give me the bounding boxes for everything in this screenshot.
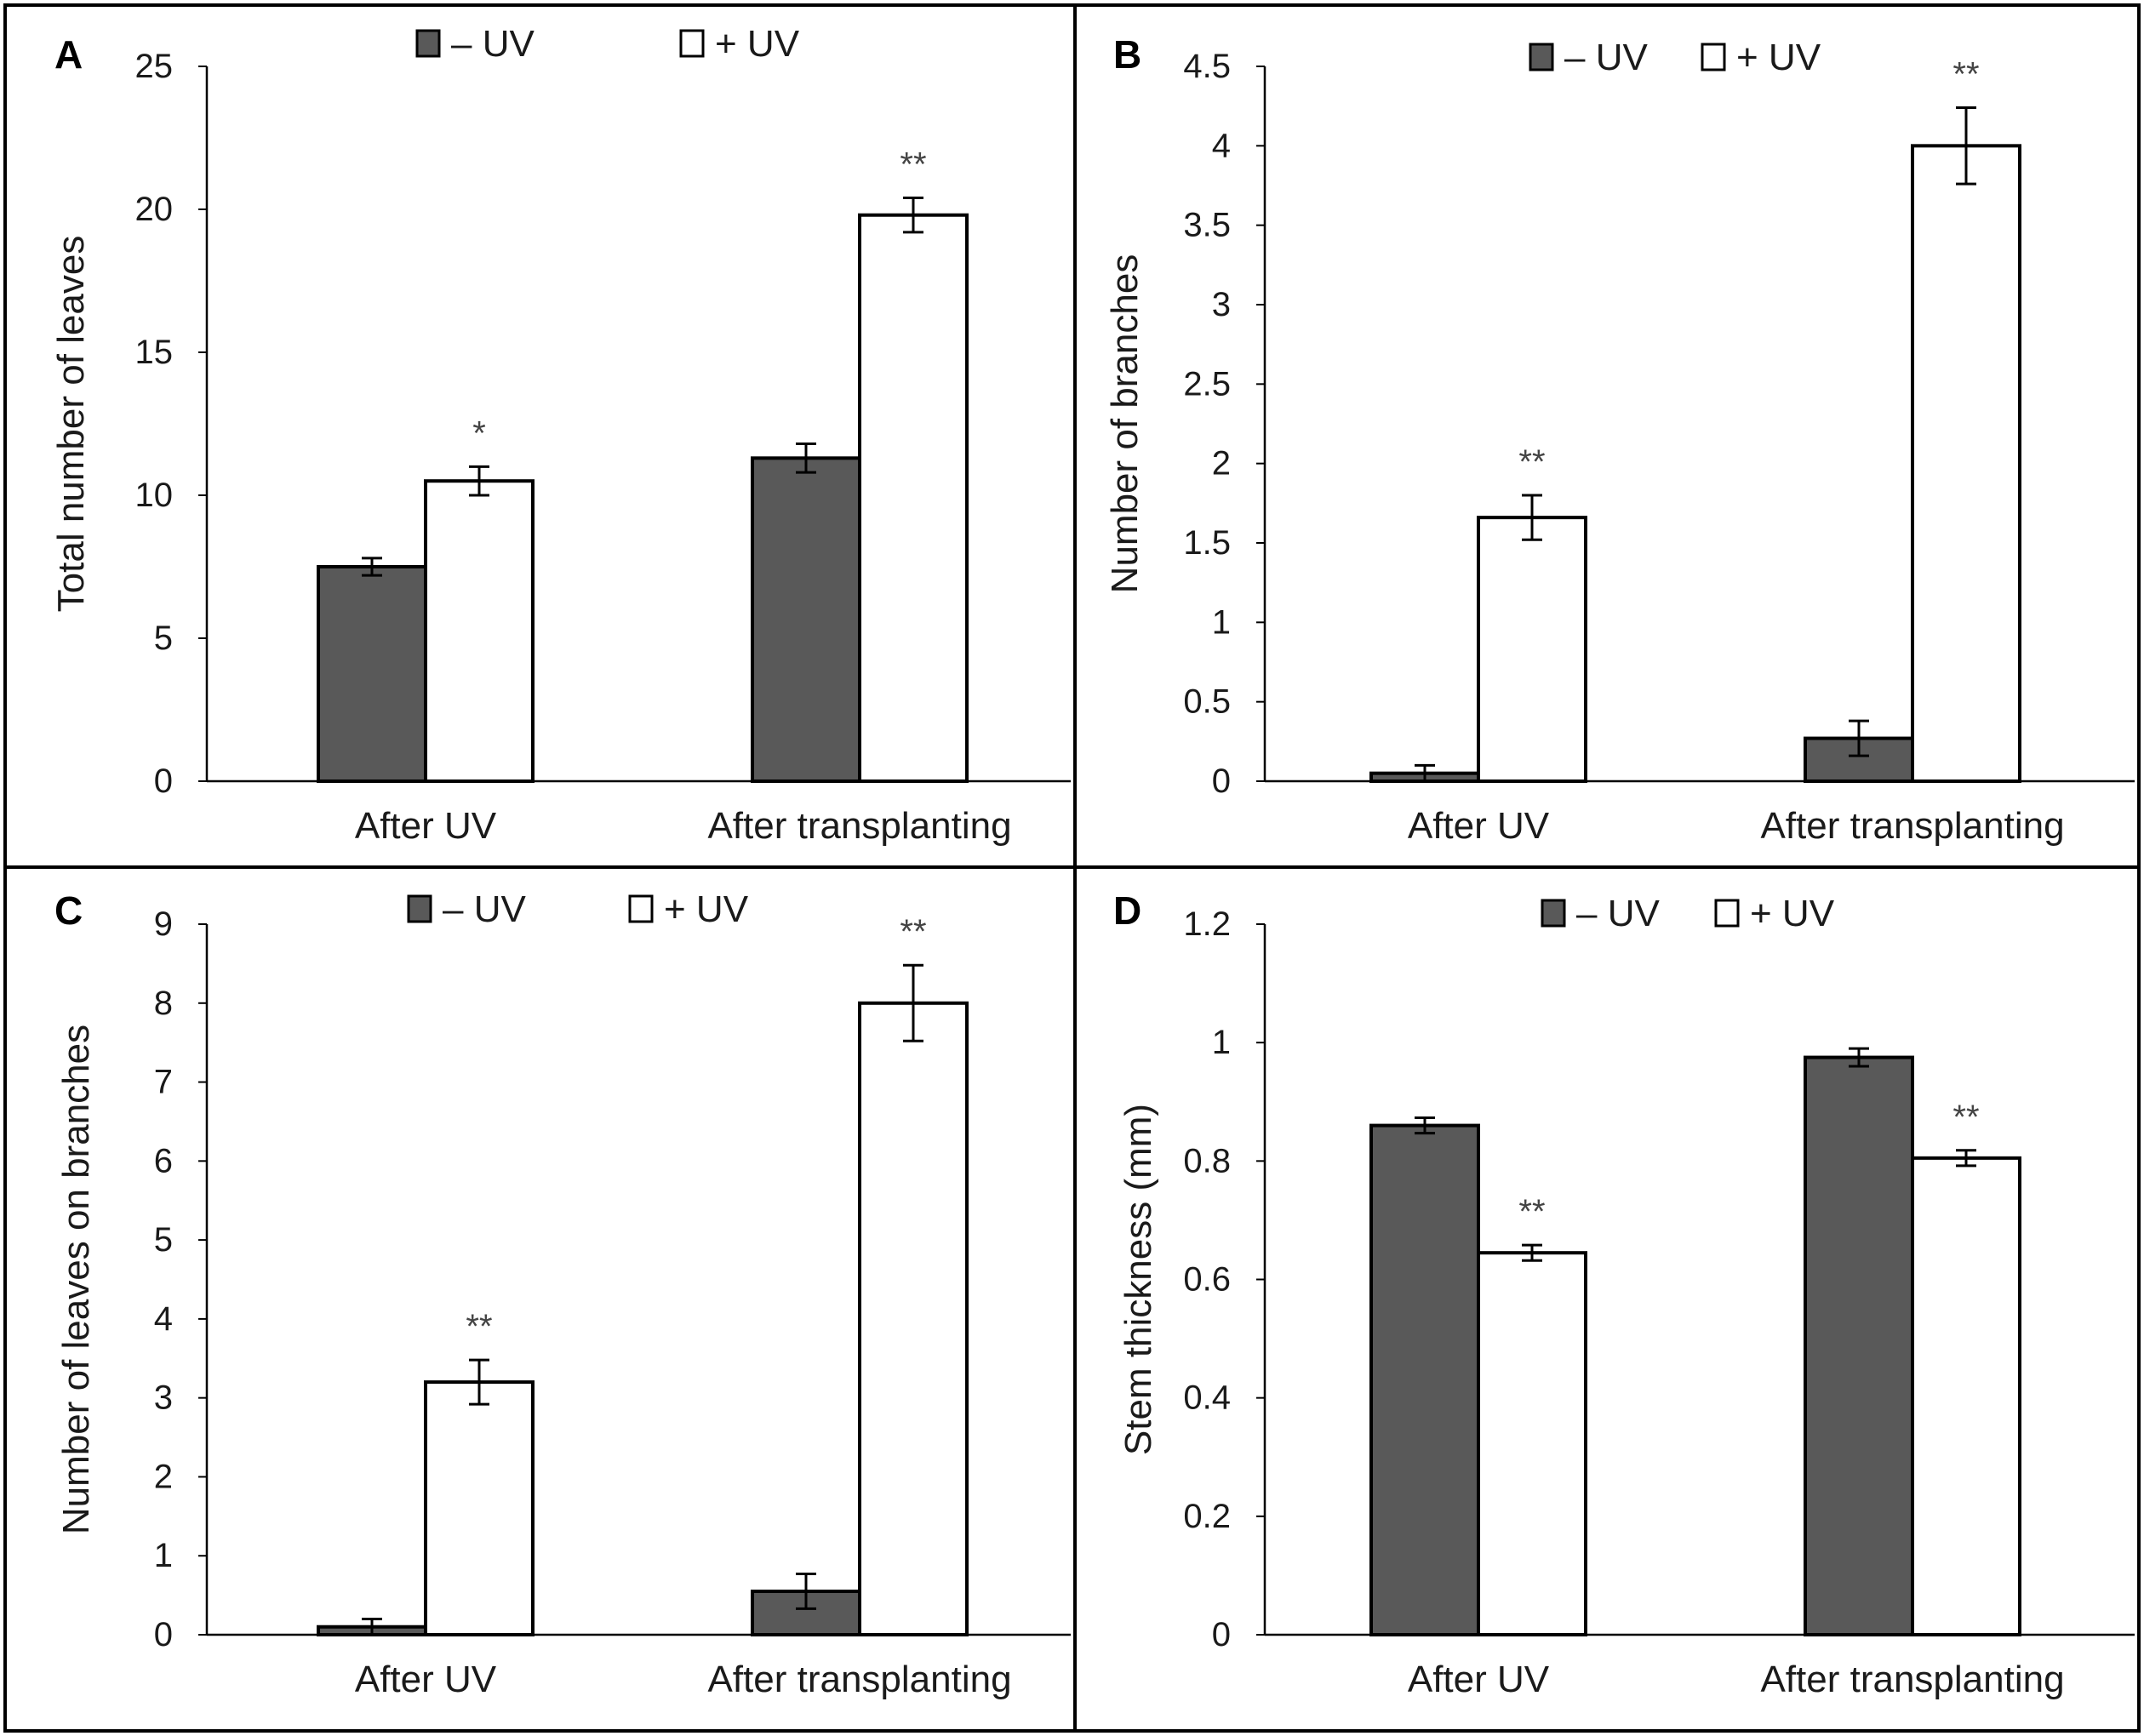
y-tick-label: 10: [135, 477, 174, 514]
legend-label: + UV: [1750, 893, 1835, 934]
x-category-label: After transplanting: [707, 805, 1011, 847]
x-category-label: After transplanting: [1760, 805, 2064, 847]
y-tick-label: 0.2: [1183, 1498, 1231, 1535]
legend-swatch: [1529, 43, 1554, 71]
y-tick-label: 1: [1212, 603, 1231, 641]
legend-swatch: [415, 29, 441, 58]
significance-mark: **: [900, 146, 926, 184]
y-tick-label: 0.4: [1183, 1379, 1231, 1417]
significance-mark: **: [900, 913, 926, 951]
panel-letter: D: [1113, 888, 1141, 933]
y-tick-label: 8: [154, 985, 173, 1022]
y-tick-label: 1: [154, 1537, 173, 1574]
significance-mark: **: [1952, 56, 1979, 94]
y-tick-label: 3: [1212, 286, 1231, 323]
y-tick-label: 4: [1212, 127, 1231, 164]
y-axis-label: Number of branches: [1104, 254, 1146, 594]
y-tick-label: 5: [154, 620, 173, 657]
y-tick-label: 3.5: [1183, 207, 1231, 244]
bar-minus-uv: [1369, 1123, 1480, 1637]
y-tick-label: 2.5: [1183, 365, 1231, 403]
y-tick-label: 0.8: [1183, 1142, 1231, 1179]
y-tick-label: 0.5: [1183, 683, 1231, 721]
legend-label: – UV: [1576, 893, 1660, 934]
significance-mark: **: [1518, 1193, 1545, 1231]
legend-swatch: [628, 894, 654, 923]
y-tick-label: 0: [154, 1616, 173, 1653]
y-tick-label: 25: [135, 48, 174, 85]
legend-swatch: [1541, 899, 1566, 928]
y-tick-label: 1.5: [1183, 524, 1231, 562]
panel-letter: A: [54, 32, 83, 77]
x-category-label: After UV: [1408, 1659, 1550, 1700]
bar-plus-uv: [1911, 1156, 2021, 1636]
y-tick-label: 6: [154, 1142, 173, 1179]
significance-mark: **: [466, 1308, 492, 1345]
bar-minus-uv: [317, 565, 427, 783]
bar-minus-uv: [751, 456, 861, 783]
panel-frame: [1073, 865, 2141, 1733]
y-tick-label: 5: [154, 1221, 173, 1259]
x-category-label: After UV: [1408, 805, 1550, 847]
significance-mark: **: [1952, 1099, 1979, 1136]
bar-plus-uv: [1477, 1251, 1587, 1636]
significance-mark: **: [1518, 443, 1545, 481]
bar-plus-uv: [424, 1380, 535, 1636]
x-category-label: After UV: [355, 1659, 497, 1700]
legend-label: – UV: [1564, 37, 1648, 78]
y-tick-label: 4.5: [1183, 48, 1231, 85]
chart-panel-d: D 0 0.2 0.4 0.6 0.8 1 1.2 Stem thickness (mm) ** A…: [1073, 865, 2141, 1733]
y-tick-label: 1.2: [1183, 905, 1231, 943]
legend-label: – UV: [443, 888, 526, 930]
legend-swatch: [407, 894, 432, 923]
chart-panel-c: C 0 1 2 3 4 5 6 7 8 9 Number of leaves on branches *…: [3, 865, 1077, 1733]
y-tick-label: 2: [1212, 445, 1231, 483]
y-tick-label: 1: [1212, 1024, 1231, 1061]
y-tick-label: 20: [135, 191, 174, 228]
chart-panel-b: B 0 0.5 1 1.5 2 2.5 3 3.5 4 4.5 Number of branches *…: [1073, 3, 2141, 869]
y-tick-label: 2: [154, 1458, 173, 1495]
chart-panel-a: A 0 5 10 15 20 25 Total number of leaves * After …: [3, 3, 1077, 869]
y-tick-label: 0: [1212, 1616, 1231, 1653]
bar-plus-uv: [1911, 144, 2021, 784]
legend-swatch: [1714, 899, 1740, 928]
y-axis-label: Number of leaves on branches: [55, 1025, 97, 1534]
y-axis-label: Stem thickness (mm): [1118, 1104, 1159, 1455]
y-axis-label: Total number of leaves: [50, 236, 92, 613]
legend-label: + UV: [1736, 37, 1821, 78]
x-category-label: After UV: [355, 805, 497, 847]
bar-plus-uv: [858, 1001, 969, 1637]
y-tick-label: 4: [154, 1300, 173, 1338]
bar-plus-uv: [424, 479, 535, 783]
panel-letter: B: [1113, 32, 1141, 77]
x-category-label: After transplanting: [707, 1659, 1011, 1700]
y-tick-label: 0: [154, 762, 173, 800]
bar-minus-uv: [1804, 1055, 1914, 1636]
y-tick-label: 7: [154, 1064, 173, 1101]
legend-label: + UV: [715, 23, 800, 65]
y-tick-label: 15: [135, 334, 174, 371]
bar-plus-uv: [858, 213, 969, 784]
legend-label: + UV: [664, 888, 749, 930]
legend-swatch: [679, 29, 705, 58]
legend-label: – UV: [451, 23, 535, 65]
y-tick-label: 3: [154, 1379, 173, 1417]
significance-mark: *: [472, 414, 486, 452]
y-tick-label: 9: [154, 905, 173, 943]
bar-plus-uv: [1477, 516, 1587, 784]
y-tick-label: 0.6: [1183, 1261, 1231, 1299]
y-tick-label: 0: [1212, 762, 1231, 800]
legend-swatch: [1701, 43, 1726, 71]
panel-letter: C: [54, 888, 83, 933]
x-category-label: After transplanting: [1760, 1659, 2064, 1700]
